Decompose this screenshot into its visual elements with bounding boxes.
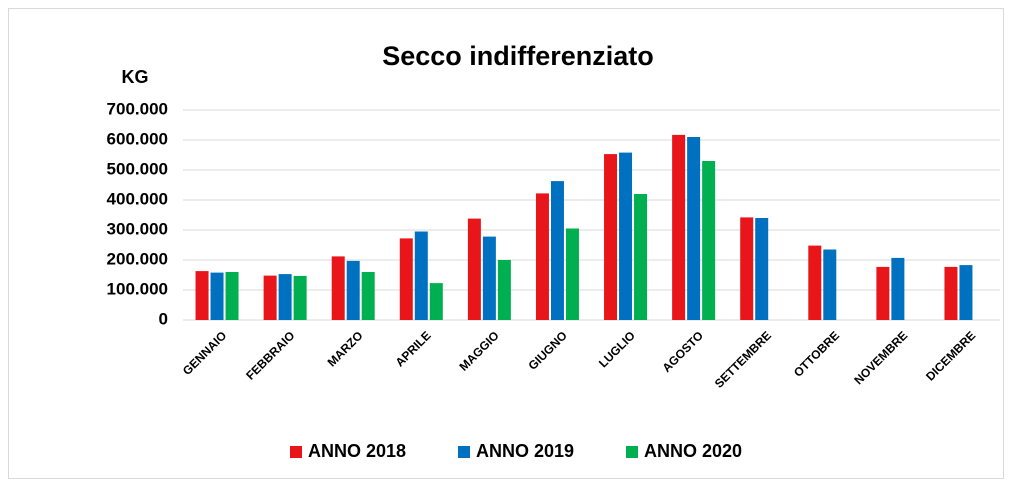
y-tick-label: 300.000 xyxy=(107,219,168,238)
bar xyxy=(399,238,413,320)
bar xyxy=(497,260,511,320)
chart-title: Secco indifferenziato xyxy=(382,41,654,71)
bar xyxy=(687,137,701,320)
bar xyxy=(702,161,716,320)
bar xyxy=(414,231,428,320)
bar xyxy=(195,271,209,320)
legend-swatch xyxy=(290,446,302,458)
legend-swatch xyxy=(626,446,638,458)
bar xyxy=(278,274,292,320)
y-axis-label: KG xyxy=(122,67,149,87)
legend-label: ANNO 2019 xyxy=(476,441,574,461)
bar xyxy=(361,272,375,320)
bar xyxy=(740,217,754,320)
bar xyxy=(263,275,277,320)
bar xyxy=(535,193,549,320)
bar xyxy=(482,236,496,320)
bar xyxy=(634,194,648,320)
bar xyxy=(346,260,360,320)
bar xyxy=(755,218,769,320)
bar xyxy=(619,152,633,320)
bar xyxy=(331,256,345,320)
bar xyxy=(672,134,686,320)
legend-swatch xyxy=(458,446,470,458)
bar xyxy=(823,249,837,320)
bar xyxy=(565,228,579,320)
bar xyxy=(959,265,973,320)
bar xyxy=(467,218,481,320)
bar xyxy=(429,283,443,320)
bar xyxy=(210,272,224,320)
bar xyxy=(876,266,890,320)
y-tick-label: 200.000 xyxy=(107,249,168,268)
bar xyxy=(808,245,822,320)
chart-border xyxy=(8,8,1004,479)
bar xyxy=(550,181,564,320)
bar xyxy=(944,266,958,320)
bar xyxy=(604,154,618,320)
legend-label: ANNO 2018 xyxy=(308,441,406,461)
y-tick-label: 700.000 xyxy=(107,99,168,118)
bar xyxy=(891,257,905,320)
y-tick-label: 600.000 xyxy=(107,129,168,148)
y-tick-label: 500.000 xyxy=(107,159,168,178)
y-tick-label: 0 xyxy=(159,309,168,328)
y-tick-label: 100.000 xyxy=(107,279,168,298)
bar xyxy=(293,275,307,320)
bar xyxy=(225,272,239,320)
y-tick-label: 400.000 xyxy=(107,189,168,208)
legend-label: ANNO 2020 xyxy=(644,441,742,461)
